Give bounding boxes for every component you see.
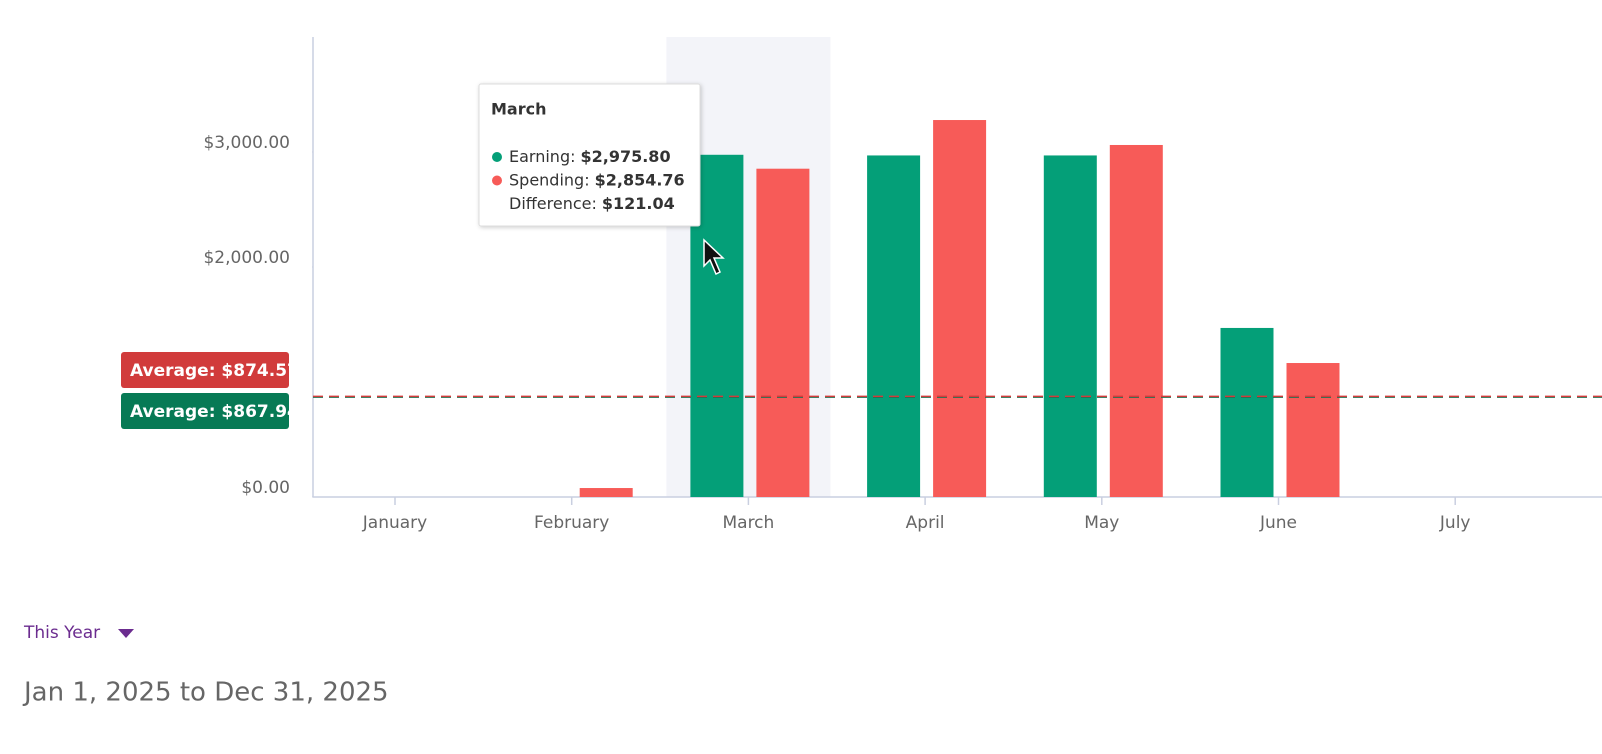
tooltip: March Earning: $2,975.80 Spending: $2,854.76… <box>478 83 701 227</box>
tooltip-title: March <box>491 100 546 119</box>
tooltip-row: Spending: $2,854.76 <box>509 170 685 189</box>
tooltip-dot <box>492 175 502 186</box>
x-tick-label: January <box>362 513 427 533</box>
tooltip-value: $121.04 <box>602 194 675 213</box>
bar <box>867 155 921 497</box>
tooltip-label: Difference: <box>509 194 597 213</box>
bar <box>1220 327 1274 497</box>
x-tick-label: March <box>722 513 774 533</box>
tooltip-dot <box>492 152 502 162</box>
x-tick-label: June <box>1259 513 1297 533</box>
bar <box>933 120 987 497</box>
x-tick-label: May <box>1084 513 1119 533</box>
average-tag <box>121 352 289 388</box>
tooltip-value: $2,975.80 <box>580 147 670 166</box>
plot: $0.00 $2,000.00 $3,000.00 January February Ma… <box>121 37 1602 533</box>
x-tick-label: April <box>906 513 945 533</box>
average-tag <box>121 393 289 429</box>
bar <box>756 168 810 497</box>
period-dropdown[interactable]: This Year <box>23 623 100 643</box>
tooltip-row: Difference: $121.04 <box>509 194 675 213</box>
filter[interactable]: This Year <box>23 623 134 643</box>
bar <box>1043 155 1097 497</box>
bar <box>1286 363 1340 497</box>
bar <box>1109 144 1163 498</box>
y-tick-label: $0.00 <box>241 478 290 498</box>
dropdown-arrow[interactable] <box>118 629 134 638</box>
x-tick-label: February <box>534 513 609 533</box>
bar <box>579 488 633 497</box>
date-range: Jan 1, 2025 to Dec 31, 2025 <box>22 678 389 708</box>
mouse-cursor <box>703 238 725 276</box>
average-label: Average: $867.94 <box>130 402 299 422</box>
y-tick-label: $3,000.00 <box>203 133 290 153</box>
tooltip-label: Earning: <box>509 147 575 166</box>
tooltip-box <box>478 83 701 227</box>
average-label: Average: $874.57 <box>130 361 299 381</box>
tooltip-row: Earning: $2,975.80 <box>509 147 671 166</box>
y-tick-label: $2,000.00 <box>203 248 290 268</box>
tooltip-value: $2,854.76 <box>595 170 685 189</box>
x-tick-label: July <box>1439 513 1471 533</box>
tooltip-label: Spending: <box>509 170 590 189</box>
